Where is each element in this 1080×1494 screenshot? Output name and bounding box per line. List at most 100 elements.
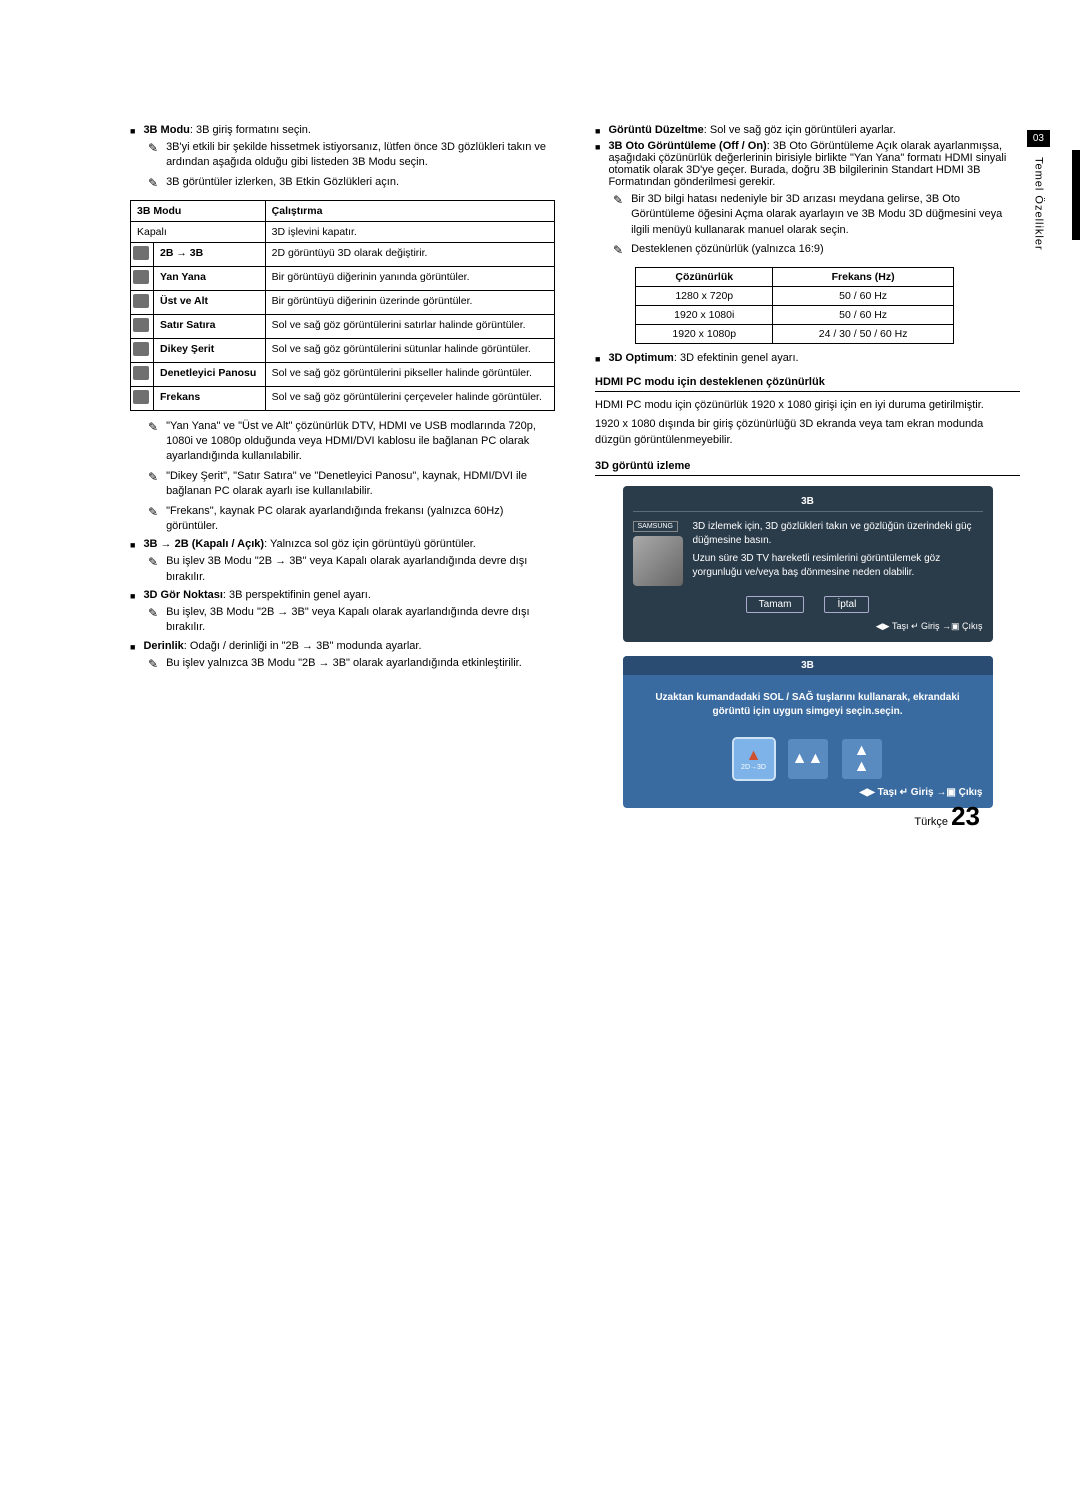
- item-3d-gor-noktasi: 3D Gör Noktası: 3B perspektifinin genel …: [130, 589, 555, 601]
- cell-denet: Denetleyici Panosu: [154, 362, 266, 386]
- mode-icon-yanyana: [131, 266, 154, 290]
- item-3d-optimum: 3D Optimum: 3D efektinin genel ayarı.: [595, 352, 1020, 364]
- person-icon: ▲: [746, 748, 762, 764]
- cell-yanyana: Yan Yana: [154, 266, 266, 290]
- mode-icon-ustalt: [131, 290, 154, 314]
- cell-satir: Satır Satıra: [154, 314, 266, 338]
- mode-table: 3B Modu Çalıştırma Kapalı 3D işlevini ka…: [130, 200, 555, 411]
- freq-r2a: 1920 x 1080p: [636, 324, 773, 343]
- cell-ustalt: Üst ve Alt: [154, 290, 266, 314]
- mode-note-3: "Yan Yana" ve "Üst ve Alt" çözünürlük DT…: [148, 419, 555, 465]
- dialog-3b-select: 3B Uzaktan kumandadaki SOL / SAĞ tuşları…: [623, 656, 993, 808]
- mode-icon-frekans: [131, 386, 154, 410]
- mode-icon-denet: [131, 362, 154, 386]
- page-number: Türkçe 23: [914, 801, 980, 832]
- mode-th1: 3B Modu: [131, 200, 266, 221]
- item-derinlik: Derinlik: Odağı / derinliği in "2B → 3B"…: [130, 640, 555, 652]
- freq-th1: Çözünürlük: [636, 267, 773, 286]
- mode-icon-tb[interactable]: ▲▲: [842, 739, 882, 779]
- cell-kapali-desc: 3D işlevini kapatır.: [265, 221, 554, 242]
- b4-note: Bu işlev yalnızca 3B Modu "2B → 3B" olar…: [148, 656, 555, 673]
- b2-note: Bu işlev 3B Modu "2B → 3B" veya Kapalı o…: [148, 554, 555, 585]
- freq-r0b: 50 / 60 Hz: [773, 286, 953, 305]
- samsung-brand-label: SAMSUNG: [633, 521, 678, 532]
- r2-note-2: Desteklenen çözünürlük (yalnızca 16:9): [613, 242, 1020, 259]
- page-num: 23: [951, 801, 980, 831]
- mode-text: : 3B giriş formatını seçin.: [190, 124, 311, 136]
- freq-r2b: 24 / 30 / 50 / 60 Hz: [773, 324, 953, 343]
- r2-note-1: Bir 3D bilgi hatası nedeniyle bir 3D arı…: [613, 192, 1020, 238]
- side-black-bar: [1072, 150, 1080, 240]
- b4-text: : Odağı / derinliği in "2B → 3B" modunda…: [184, 640, 422, 652]
- mode-icon-2b3b: [131, 242, 154, 266]
- dialog1-line2: Uzun süre 3D TV hareketli resimlerini gö…: [693, 552, 983, 580]
- mode-icon-sbs[interactable]: ▲▲: [788, 739, 828, 779]
- r1-text: : Sol ve sağ göz için görüntüleri ayarla…: [704, 124, 896, 136]
- mode-icon-satir: [131, 314, 154, 338]
- freq-th2: Frekans (Hz): [773, 267, 953, 286]
- section-title-vertical: Temel Özellikler: [1032, 147, 1044, 261]
- subhead-3d-izleme: 3D görüntü izleme: [595, 460, 1020, 476]
- b3-title: 3D Gör Noktası: [143, 589, 222, 601]
- item-goruntu-duzeltme: Görüntü Düzeltme: Sol ve sağ göz için gö…: [595, 124, 1020, 136]
- tb-icon: ▲▲: [854, 743, 870, 775]
- r3-title: 3D Optimum: [608, 352, 673, 364]
- cell-dikey: Dikey Şerit: [154, 338, 266, 362]
- dialog1-line1: 3D izlemek için, 3D gözlükleri takın ve …: [693, 520, 983, 548]
- item-3b-modu: 3B Modu: 3B giriş formatını seçin.: [130, 124, 555, 136]
- dialog1-title: 3B: [633, 496, 983, 512]
- freq-r0a: 1280 x 720p: [636, 286, 773, 305]
- mode-note-5: "Frekans", kaynak PC olarak ayarlandığın…: [148, 504, 555, 535]
- cell-yanyana-desc: Bir görüntüyü diğerinin yanında görüntül…: [265, 266, 554, 290]
- section-number: 03: [1027, 130, 1050, 147]
- hdmi-para-2: 1920 x 1080 dışında bir giriş çözünürlüğ…: [595, 417, 1020, 448]
- dialog1-footer: ◀▶ Taşı ↵ Giriş →▣ Çıkış: [633, 621, 983, 632]
- cell-2b3b-desc: 2D görüntüyü 3D olarak değiştirir.: [265, 242, 554, 266]
- mode-note-2: 3B görüntüler izlerken, 3B Etkin Gözlükl…: [148, 175, 555, 192]
- item-3b-oto: 3B Oto Görüntüleme (Off / On): 3B Oto Gö…: [595, 140, 1020, 188]
- cell-2b3b: 2B → 3B: [154, 242, 266, 266]
- cell-satir-desc: Sol ve sağ göz görüntülerini satırlar ha…: [265, 314, 554, 338]
- mode-note-1: 3B'yi etkili bir şekilde hissetmek istiy…: [148, 140, 555, 171]
- mode-title: 3B Modu: [143, 124, 189, 136]
- mode-note-4: "Dikey Şerit", "Satır Satıra" ve "Denetl…: [148, 469, 555, 500]
- page-lang: Türkçe: [914, 816, 948, 828]
- dialog1-cancel-button[interactable]: İptal: [824, 596, 869, 613]
- r1-title: Görüntü Düzeltme: [608, 124, 703, 136]
- b3-note: Bu işlev, 3B Modu "2B → 3B" veya Kapalı …: [148, 605, 555, 636]
- hdmi-para-1: HDMI PC modu için çözünürlük 1920 x 1080…: [595, 398, 1020, 413]
- mode-icon-label: 2D→3D: [741, 764, 766, 771]
- mode-icon-dikey: [131, 338, 154, 362]
- cell-kapali: Kapalı: [131, 221, 266, 242]
- dialog1-ok-button[interactable]: Tamam: [746, 596, 805, 613]
- dialog2-footer: ◀▶ Taşı ↵ Giriş →▣ Çıkış: [633, 787, 983, 798]
- cell-ustalt-desc: Bir görüntüyü diğerinin üzerinde görüntü…: [265, 290, 554, 314]
- page: 03 Temel Özellikler 3B Modu: 3B giriş fo…: [0, 0, 1080, 882]
- b3-text: : 3B perspektifinin genel ayarı.: [223, 589, 371, 601]
- dialog1-thumbnail-icon: [633, 536, 683, 586]
- r3-text: : 3D efektinin genel ayarı.: [674, 352, 799, 364]
- item-3b-2b: 3B → 2B (Kapalı / Açık): Yalnızca sol gö…: [130, 538, 555, 550]
- side-tab: 03 Temel Özellikler: [1027, 130, 1050, 261]
- cell-frekans: Frekans: [154, 386, 266, 410]
- left-column: 3B Modu: 3B giriş formatını seçin. 3B'yi…: [130, 120, 555, 822]
- b2-title: 3B → 2B (Kapalı / Açık): [143, 538, 264, 550]
- right-column: Görüntü Düzeltme: Sol ve sağ göz için gö…: [595, 120, 1020, 822]
- cell-frekans-desc: Sol ve sağ göz görüntülerini çerçeveler …: [265, 386, 554, 410]
- freq-r1a: 1920 x 1080i: [636, 305, 773, 324]
- freq-table: Çözünürlük Frekans (Hz) 1280 x 720p 50 /…: [635, 267, 954, 344]
- subhead-hdmi: HDMI PC modu için desteklenen çözünürlük: [595, 376, 1020, 392]
- mode-th2: Çalıştırma: [265, 200, 554, 221]
- cell-dikey-desc: Sol ve sağ göz görüntülerini sütunlar ha…: [265, 338, 554, 362]
- b2-text: : Yalnızca sol göz için görüntüyü görünt…: [264, 538, 476, 550]
- mode-icon-2d3d[interactable]: ▲ 2D→3D: [734, 739, 774, 779]
- r2-title: 3B Oto Görüntüleme (Off / On): [608, 140, 766, 152]
- dialog2-title: 3B: [623, 656, 993, 675]
- dialog-3b-confirm: 3B SAMSUNG 3D izlemek için, 3D gözlükler…: [623, 486, 993, 642]
- sbs-icon: ▲▲: [792, 751, 824, 767]
- dialog1-text: 3D izlemek için, 3D gözlükleri takın ve …: [693, 520, 983, 580]
- freq-r1b: 50 / 60 Hz: [773, 305, 953, 324]
- cell-denet-desc: Sol ve sağ göz görüntülerini pikseller h…: [265, 362, 554, 386]
- b4-title: Derinlik: [143, 640, 183, 652]
- dialog2-msg: Uzaktan kumandadaki SOL / SAĞ tuşlarını …: [633, 685, 983, 725]
